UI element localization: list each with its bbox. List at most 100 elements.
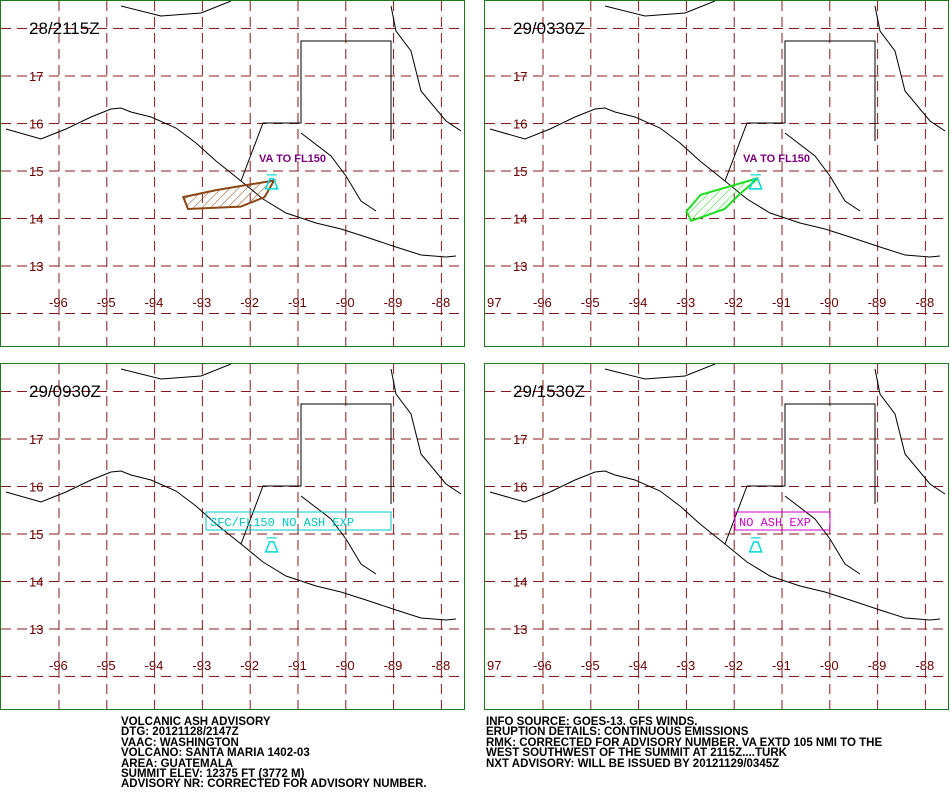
lat-lon-grid [485, 1, 948, 346]
coastline [874, 368, 946, 495]
lat-label: 15 [29, 164, 43, 179]
lon-label: -90 [336, 658, 355, 673]
lat-label: 14 [513, 212, 527, 227]
advisory-line: RMK: CORRECTED FOR ADVISORY NUMBER. VA E… [486, 736, 883, 749]
lon-label: -94 [629, 295, 648, 310]
lon-label: -95 [97, 658, 116, 673]
lon-label: -93 [192, 295, 211, 310]
coastline [874, 5, 946, 132]
coastline [604, 364, 716, 380]
coastline [390, 368, 462, 495]
lat-label: 14 [513, 575, 527, 590]
lat-label: 17 [513, 69, 527, 84]
lat-label: 16 [513, 480, 527, 495]
lon-label: -90 [820, 295, 839, 310]
advisory-text-left: VOLCANIC ASH ADVISORY DTG: 20121128/2147… [121, 716, 427, 791]
coastline [240, 403, 392, 545]
map-canvas: 17 16 15 14 13 -96 -95 -94 -93 -92 -91 -90 -89 -88 97 N… [485, 364, 948, 709]
lon-label: -95 [581, 658, 600, 673]
coastline [300, 495, 377, 575]
lon-label: -96 [49, 295, 68, 310]
lon-label: -89 [384, 658, 403, 673]
lon-label: -90 [336, 295, 355, 310]
advisory-line: VOLCANIC ASH ADVISORY [121, 716, 271, 728]
lat-label: 15 [513, 527, 527, 542]
panel-dtg: 29/0930Z [29, 382, 101, 401]
map-panel-0930z: 17 16 15 14 13 -96 -95 -94 -93 -92 -91 -90 -89 -88 SFC… [0, 363, 465, 710]
label-box [205, 511, 392, 531]
lat-label: 17 [513, 432, 527, 447]
lon-label: -96 [49, 658, 68, 673]
lon-label: -92 [724, 658, 743, 673]
coastline [240, 40, 392, 182]
map-panel-2115z: 17 16 15 14 13 -96 -95 -94 -93 -92 -91 -90 -89 -88 VA … [0, 0, 465, 347]
lon-label: -89 [384, 295, 403, 310]
lon-label: -95 [97, 295, 116, 310]
coastline [300, 132, 377, 212]
lat-label: 15 [29, 527, 43, 542]
volcano-icon [748, 537, 763, 553]
volcano-icon [264, 174, 279, 190]
coastline [489, 470, 941, 621]
coastline [489, 107, 941, 258]
coastline [724, 40, 876, 182]
advisory-line: ERUPTION DETAILS: CONTINUOUS EMISSIONS [486, 726, 749, 739]
lon-label: -91 [288, 658, 307, 673]
lat-label: 13 [29, 622, 43, 637]
advisory-line: VOLCANO: SANTA MARIA 1402-03 [121, 747, 310, 760]
panel-dtg: 29/0330Z [513, 19, 585, 38]
lon-label: -91 [288, 295, 307, 310]
map-panel-0330z: 17 16 15 14 13 -96 -95 -94 -93 -92 -91 -90 -89 -88 97 V… [484, 0, 949, 347]
ash-cloud-polygon [685, 177, 759, 223]
advisory-label: NO ASH EXP [739, 516, 811, 530]
coastline [120, 1, 232, 17]
lat-lon-grid [1, 1, 464, 346]
lon-label: -92 [240, 658, 259, 673]
lon-label: -93 [676, 295, 695, 310]
coastline [784, 132, 861, 212]
lon-label: -91 [772, 295, 791, 310]
advisory-line: ADVISORY NR: CORRECTED FOR ADVISORY NUMB… [121, 778, 427, 791]
lat-label: 14 [29, 212, 43, 227]
lat-label: 14 [29, 575, 43, 590]
label-box [734, 511, 831, 531]
lat-label: 15 [513, 164, 527, 179]
volcano-icon [264, 537, 279, 553]
coastline [784, 495, 861, 575]
advisory-line: AREA: GUATEMALA [121, 757, 234, 770]
coastline [724, 403, 876, 545]
lon-label: -88 [431, 658, 450, 673]
lon-label: -92 [724, 295, 743, 310]
lon-label: -88 [431, 295, 450, 310]
lon-label: -94 [145, 295, 164, 310]
coastline [120, 364, 232, 380]
lat-label: 16 [29, 480, 43, 495]
lon-label: -93 [192, 658, 211, 673]
lon-label: -95 [581, 295, 600, 310]
coastline [604, 1, 716, 17]
map-canvas: 17 16 15 14 13 -96 -95 -94 -93 -92 -91 -90 -89 -88 VA … [1, 1, 464, 346]
ash-cloud-polygon [181, 179, 277, 211]
advisory-line: NXT ADVISORY: WILL BE ISSUED BY 20121129… [486, 757, 780, 770]
lat-lon-grid [1, 364, 464, 709]
lat-label: 13 [513, 259, 527, 274]
lat-label: 13 [29, 259, 43, 274]
advisory-line: WEST SOUTHWEST OF THE SUMMIT AT 2115Z...… [486, 747, 787, 760]
lon-label: -94 [629, 658, 648, 673]
lat-label: 13 [513, 622, 527, 637]
map-canvas: 17 16 15 14 13 -96 -95 -94 -93 -92 -91 -90 -89 -88 SFC… [1, 364, 464, 709]
advisory-text-right: INFO SOURCE: GOES-13. GFS WINDS. ERUPTIO… [486, 716, 883, 770]
map-panel-1530z: 17 16 15 14 13 -96 -95 -94 -93 -92 -91 -90 -89 -88 97 N… [484, 363, 949, 710]
advisory-line: DTG: 20121128/2147Z [121, 726, 239, 739]
coastline [390, 5, 462, 132]
lon-label: -93 [676, 658, 695, 673]
lon-label: -91 [772, 658, 791, 673]
lat-lon-grid [485, 364, 948, 709]
lon-label: -92 [240, 295, 259, 310]
lon-label: -96 [533, 295, 552, 310]
volcano-icon [748, 174, 763, 190]
va-label: VA TO FL150 [259, 153, 326, 165]
advisory-label: SFC/FL150 NO ASH EXP [210, 516, 354, 530]
advisory-line: VAAC: WASHINGTON [121, 736, 239, 749]
coastline [5, 107, 457, 258]
